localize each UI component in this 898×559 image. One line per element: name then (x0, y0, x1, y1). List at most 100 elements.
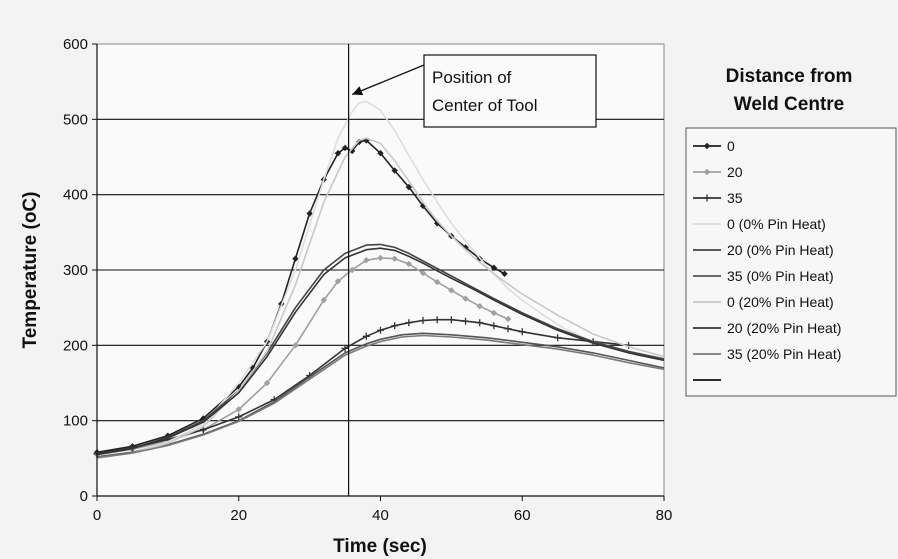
data-point-1-4 (235, 406, 242, 413)
data-point-0-17 (391, 167, 398, 174)
data-point-0-8 (292, 255, 299, 262)
data-point-2-8 (362, 332, 370, 340)
axes (96, 44, 664, 497)
data-point-1-7 (320, 296, 327, 304)
series-line-8 (96, 334, 665, 459)
data-point-2-15 (462, 317, 470, 325)
annotation-arrow-line (351, 64, 425, 96)
series-line-6 (96, 137, 665, 460)
annotation-text-line-0: Position of (432, 68, 512, 87)
data-point-2-7 (341, 344, 349, 352)
x-axis-title: Time (sec) (333, 536, 427, 557)
series-1 (93, 254, 512, 458)
data-point-2-17 (490, 322, 498, 330)
legend-entry-7: 20 (20% Pin Heat) (693, 320, 841, 336)
x-tick-label-40: 40 (372, 507, 389, 524)
series-line-7 (96, 247, 665, 456)
data-point-0-25 (501, 270, 508, 277)
annotation-box (423, 54, 597, 128)
legend-entry-3: 0 (0% Pin Heat) (693, 216, 826, 232)
data-point-2-19 (518, 328, 526, 336)
series-7 (96, 247, 665, 456)
y-tick-label-100: 100 (63, 413, 88, 430)
data-point-0-16 (377, 150, 384, 157)
data-point-1-12 (391, 255, 398, 262)
data-point-2-4 (235, 413, 243, 421)
y-tick-label-300: 300 (63, 262, 88, 279)
data-point-0-9 (306, 210, 313, 217)
data-point-1-6 (292, 342, 299, 349)
data-point-1-9 (348, 266, 356, 274)
y-tick-label-200: 200 (63, 337, 88, 354)
series-2 (93, 316, 633, 458)
data-point-2-18 (504, 325, 512, 333)
legend-title: Distance from Weld Centre (726, 66, 853, 115)
x-tick-label-20: 20 (230, 507, 247, 524)
y-axis-title: Temperature (oC) (20, 192, 41, 349)
legend-marker-2 (703, 194, 711, 202)
axis-ticks: 0 100 200 300 400 500 600 0 20 40 60 80 (63, 36, 672, 524)
x-tick-label-0: 0 (93, 507, 101, 524)
data-point-1-8 (334, 278, 342, 285)
data-point-0-18 (405, 183, 413, 191)
data-point-2-10 (391, 322, 399, 330)
legend-label-5: 35 (0% Pin Heat) (727, 268, 834, 284)
series-line-3 (96, 100, 665, 460)
legend-label-4: 20 (0% Pin Heat) (727, 242, 834, 258)
y-tick-label-400: 400 (63, 187, 88, 204)
legend-entry-4: 20 (0% Pin Heat) (693, 242, 834, 258)
legend-label-7: 20 (20% Pin Heat) (727, 320, 841, 336)
x-tick-label-60: 60 (514, 507, 531, 524)
annotation-text-line-1: Center of Tool (432, 96, 538, 115)
data-point-2-11 (405, 319, 413, 327)
data-point-0-11 (334, 150, 342, 157)
data-point-1-14 (419, 269, 427, 277)
legend-title-line-1: Weld Centre (734, 94, 845, 115)
data-point-2-14 (447, 316, 455, 324)
legend-marker-1 (703, 168, 711, 176)
data-point-0-24 (490, 264, 498, 271)
legend-label-1: 20 (727, 164, 743, 180)
legend-entry-2: 35 (693, 190, 743, 206)
data-point-2-9 (377, 326, 384, 334)
legend-entry-5: 35 (0% Pin Heat) (693, 268, 834, 284)
legend-entry-0: 0 (693, 138, 735, 154)
data-point-2-12 (419, 316, 427, 324)
series-8 (96, 334, 665, 459)
legend-title-line-0: Distance from (726, 66, 853, 87)
data-point-2-20 (554, 334, 562, 342)
series-4 (96, 243, 665, 456)
y-tick-label-600: 600 (63, 36, 88, 53)
legend-entry-6: 0 (20% Pin Heat) (693, 294, 834, 310)
annotation: Position of Center of Tool (348, 44, 597, 496)
legend-entry-1: 20 (693, 164, 743, 180)
data-point-1-10 (363, 257, 370, 264)
data-point-1-13 (405, 260, 413, 268)
series-6 (96, 137, 665, 460)
legend-label-3: 0 (0% Pin Heat) (727, 216, 826, 232)
legend-label-8: 35 (20% Pin Heat) (727, 346, 841, 362)
data-point-1-15 (434, 278, 441, 286)
data-point-1-19 (490, 309, 498, 317)
annotation-arrowhead (352, 86, 364, 96)
x-tick-label-80: 80 (656, 507, 673, 524)
legend: 0 20 35 0 (0% Pin Heat) 20 (0% Pin Heat) 35 (… (693, 138, 841, 381)
data-point-2-13 (433, 316, 441, 324)
data-point-1-16 (448, 287, 455, 294)
y-tick-label-500: 500 (63, 111, 88, 128)
series-line-4 (96, 243, 665, 456)
series-layer (93, 100, 665, 460)
legend-entry-8: 35 (20% Pin Heat) (693, 346, 841, 362)
data-point-0-12 (341, 144, 349, 152)
legend-label-0: 0 (727, 138, 735, 154)
data-point-1-20 (504, 315, 512, 323)
data-point-1-17 (462, 295, 469, 302)
series-3 (96, 100, 665, 460)
legend-marker-0 (703, 142, 711, 150)
data-point-1-11 (377, 254, 384, 262)
data-point-1-18 (476, 302, 483, 310)
y-tick-label-0: 0 (80, 488, 88, 505)
legend-label-2: 35 (727, 190, 743, 206)
legend-label-6: 0 (20% Pin Heat) (727, 294, 834, 310)
